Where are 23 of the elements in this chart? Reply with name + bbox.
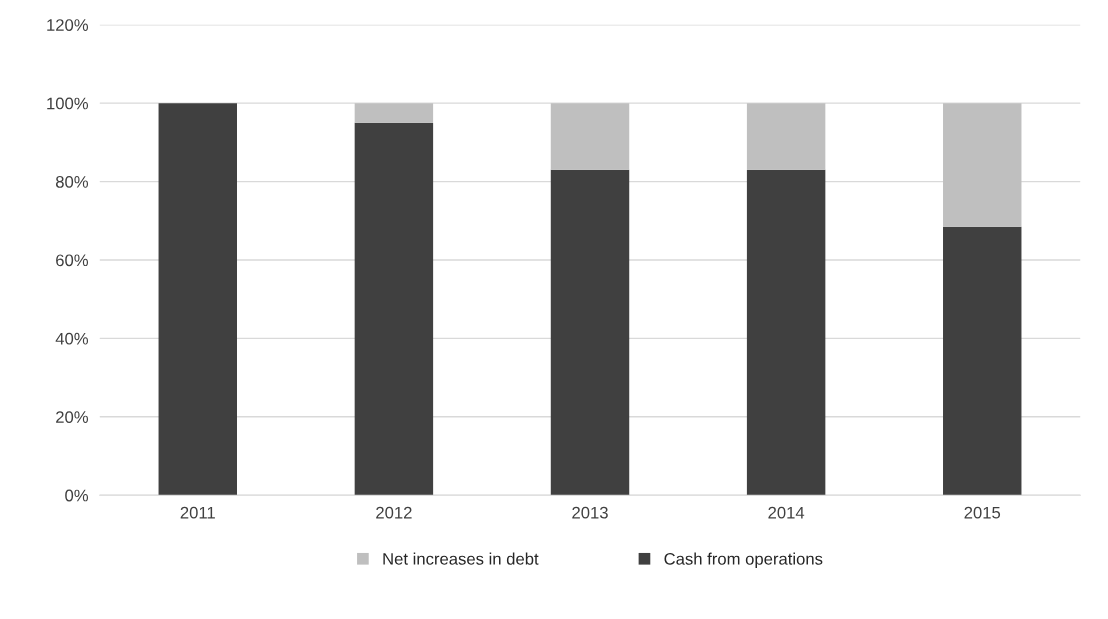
y-tick-label: 100% xyxy=(47,97,89,110)
bar xyxy=(550,103,630,170)
x-tick-label: 2011 xyxy=(180,506,215,519)
bar xyxy=(354,103,434,123)
bar xyxy=(746,169,826,496)
legend-label: Cash from operations xyxy=(664,552,823,569)
bar xyxy=(746,103,826,170)
x-tick-label: 2015 xyxy=(964,506,1001,519)
y-tick-label: 0% xyxy=(65,489,89,502)
legend-label: Net increases in debt xyxy=(383,552,539,565)
y-tick-label: 60% xyxy=(56,254,89,267)
bar xyxy=(158,103,237,496)
bar xyxy=(943,103,1022,227)
x-tick-label: 2013 xyxy=(572,506,608,519)
y-tick-label: 40% xyxy=(55,332,89,345)
y-tick-label: 120% xyxy=(47,19,89,31)
y-tick-label: 20% xyxy=(56,411,89,423)
x-tick-label: 2014 xyxy=(768,506,805,519)
bar xyxy=(550,169,630,496)
bar xyxy=(354,122,434,496)
bar xyxy=(943,226,1022,496)
x-tick-label: 2012 xyxy=(376,506,412,519)
y-tick-label: 80% xyxy=(55,175,89,188)
